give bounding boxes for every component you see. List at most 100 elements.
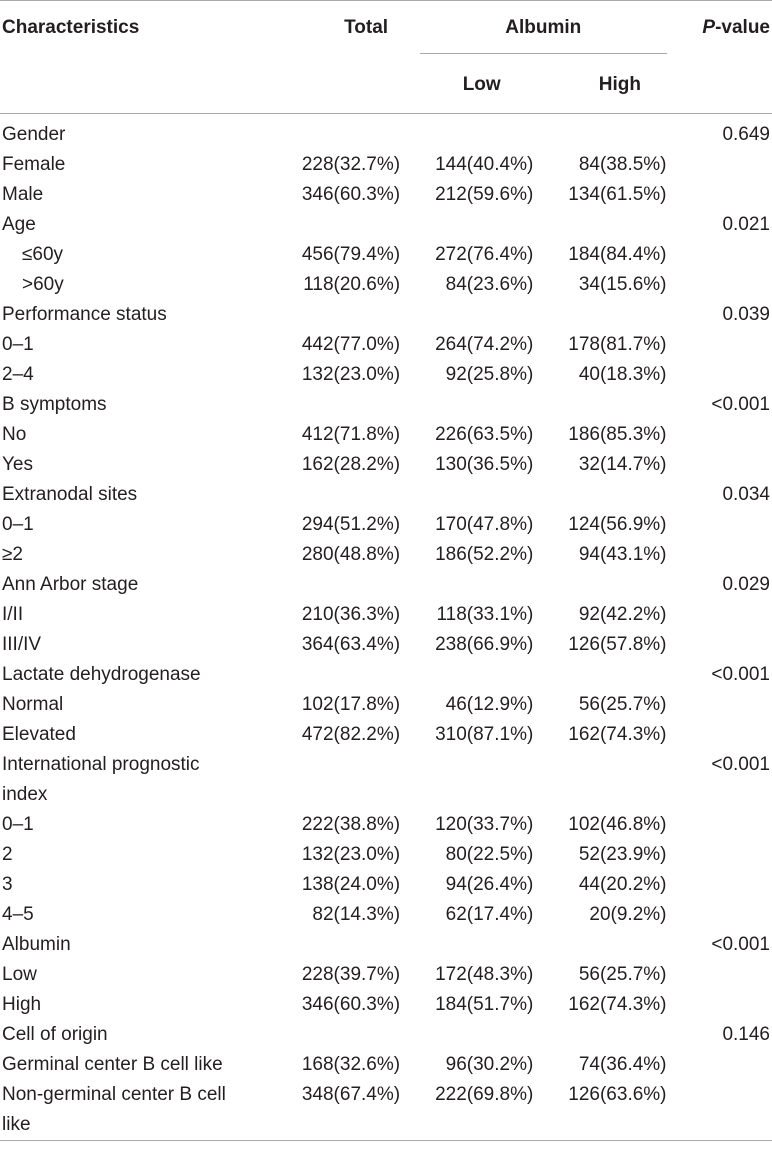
- table-row: Elevated 472(82.2%) 310(87.1%) 162(74.3%): [0, 720, 772, 750]
- table-row: Female 228(32.7%) 144(40.4%) 84(38.5%): [0, 150, 772, 180]
- cell-albumin-low: 222(69.8%): [435, 1084, 534, 1105]
- cell-p-value: [667, 1080, 772, 1110]
- header-characteristics: Characteristics: [2, 17, 140, 38]
- cell-p-value: [667, 270, 772, 300]
- table-row: Performance status 0.039: [0, 300, 772, 330]
- row-label: High: [2, 994, 42, 1015]
- cell-total: 132(23.0%): [301, 364, 401, 385]
- table-row: Male 346(60.3%) 212(59.6%) 134(61.5%): [0, 180, 772, 210]
- table-bottom-rule: [0, 1140, 772, 1149]
- cell-p-value: [667, 180, 772, 210]
- cell-p-value: [667, 900, 772, 930]
- header-albumin: Albumin: [400, 1, 667, 57]
- cell-albumin-high: 126(57.8%): [568, 634, 667, 655]
- cell-albumin-high: [533, 480, 666, 510]
- row-label: ≥2: [2, 544, 23, 565]
- cell-total: 210(36.3%): [301, 604, 401, 625]
- cell-albumin-high: 32(14.7%): [578, 454, 667, 475]
- row-label: Gender: [2, 124, 66, 145]
- cell-albumin-high: 162(74.3%): [568, 994, 667, 1015]
- row-label: 0–1: [2, 514, 34, 535]
- row-label: ≤60y: [22, 244, 64, 265]
- row-label: Albumin: [2, 934, 71, 955]
- cell-albumin-high: 134(61.5%): [568, 184, 667, 205]
- table-row: I/II 210(36.3%) 118(33.1%) 92(42.2%): [0, 600, 772, 630]
- table-row: High 346(60.3%) 184(51.7%) 162(74.3%): [0, 990, 772, 1020]
- cell-total: 346(60.3%): [301, 994, 401, 1015]
- table-body: Gender 0.649 Female 228(32.7%) 144(40.4%) 84(…: [0, 114, 772, 1141]
- table-row: ≥2 280(48.8%) 186(52.2%) 94(43.1%): [0, 540, 772, 570]
- row-label: Lactate dehydrogenase: [2, 664, 201, 685]
- cell-albumin-high: 44(20.2%): [578, 874, 667, 895]
- cell-total: 280(48.8%): [301, 544, 401, 565]
- row-label: Ann Arbor stage: [2, 574, 139, 595]
- cell-total: [281, 114, 400, 151]
- table-row: 0–1 442(77.0%) 264(74.2%) 178(81.7%): [0, 330, 772, 360]
- cell-albumin-low: 212(59.6%): [435, 184, 534, 205]
- table-row: B symptoms <0.001: [0, 390, 772, 420]
- table-row: 2–4 132(23.0%) 92(25.8%) 40(18.3%): [0, 360, 772, 390]
- row-label: Germinal center B cell like: [2, 1054, 223, 1075]
- cell-albumin-high: [533, 1110, 666, 1141]
- cell-total: 228(32.7%): [301, 154, 401, 175]
- table-row: 2 132(23.0%) 80(22.5%) 52(23.9%): [0, 840, 772, 870]
- cell-total: 412(71.8%): [301, 424, 401, 445]
- cell-total: 132(23.0%): [301, 844, 401, 865]
- row-label: Normal: [2, 694, 64, 715]
- cell-albumin-low: [400, 660, 533, 690]
- cell-total: 102(17.8%): [301, 694, 401, 715]
- table-row: ≤60y 456(79.4%) 272(76.4%) 184(84.4%): [0, 240, 772, 270]
- cell-albumin-high: [533, 780, 666, 810]
- cell-albumin-low: [400, 390, 533, 420]
- cell-total: 82(14.3%): [312, 904, 401, 925]
- table-row: Albumin <0.001: [0, 930, 772, 960]
- cell-total: 118(20.6%): [303, 274, 401, 295]
- cell-p-value: [667, 720, 772, 750]
- cell-albumin-high: [533, 1020, 666, 1050]
- albumin-group-label: Albumin: [420, 3, 667, 54]
- cell-albumin-high: 184(84.4%): [568, 244, 667, 265]
- row-label: 2–4: [2, 364, 34, 385]
- cell-albumin-low: 184(51.7%): [435, 994, 534, 1015]
- cell-albumin-high: 56(25.7%): [578, 964, 667, 985]
- row-label: 4–5: [2, 904, 34, 925]
- cell-total: [281, 300, 400, 330]
- table-row: Age 0.021: [0, 210, 772, 240]
- cell-total: [281, 780, 400, 810]
- cell-albumin-high: 124(56.9%): [568, 514, 667, 535]
- cell-albumin-high: 94(43.1%): [578, 544, 667, 565]
- cell-total: [281, 570, 400, 600]
- cell-albumin-low: 310(87.1%): [435, 724, 534, 745]
- row-label: Performance status: [2, 304, 167, 325]
- cell-albumin-low: [400, 480, 533, 510]
- table-header: Characteristics Total Albumin P-value Lo…: [0, 0, 772, 114]
- header-high: High: [598, 73, 642, 95]
- cell-albumin-low: [400, 210, 533, 240]
- cell-albumin-low: 186(52.2%): [435, 544, 534, 565]
- cell-total: 472(82.2%): [301, 724, 401, 745]
- cell-total: [281, 210, 400, 240]
- cell-total: [281, 480, 400, 510]
- cell-p-value: 0.649: [722, 124, 770, 145]
- cell-albumin-low: 170(47.8%): [435, 514, 534, 535]
- cell-albumin-high: [533, 930, 666, 960]
- cell-albumin-low: 96(30.2%): [445, 1054, 534, 1075]
- cell-albumin-low: 172(48.3%): [435, 964, 534, 985]
- cell-p-value: <0.001: [711, 754, 770, 775]
- cell-albumin-low: 118(33.1%): [436, 604, 534, 625]
- cell-total: 222(38.8%): [301, 814, 401, 835]
- row-label: B symptoms: [2, 394, 107, 415]
- cell-albumin-low: 120(33.7%): [435, 814, 534, 835]
- cell-p-value: 0.021: [722, 214, 770, 235]
- cell-p-value: [667, 420, 772, 450]
- row-label: Cell of origin: [2, 1024, 108, 1045]
- cell-p-value: [667, 150, 772, 180]
- cell-albumin-low: 80(22.5%): [445, 844, 534, 865]
- cell-albumin-high: [533, 210, 666, 240]
- cell-albumin-high: 92(42.2%): [578, 604, 667, 625]
- cell-albumin-high: [533, 300, 666, 330]
- row-label: 0–1: [2, 334, 34, 355]
- cell-total: 456(79.4%): [301, 244, 401, 265]
- cell-p-value: [667, 1050, 772, 1080]
